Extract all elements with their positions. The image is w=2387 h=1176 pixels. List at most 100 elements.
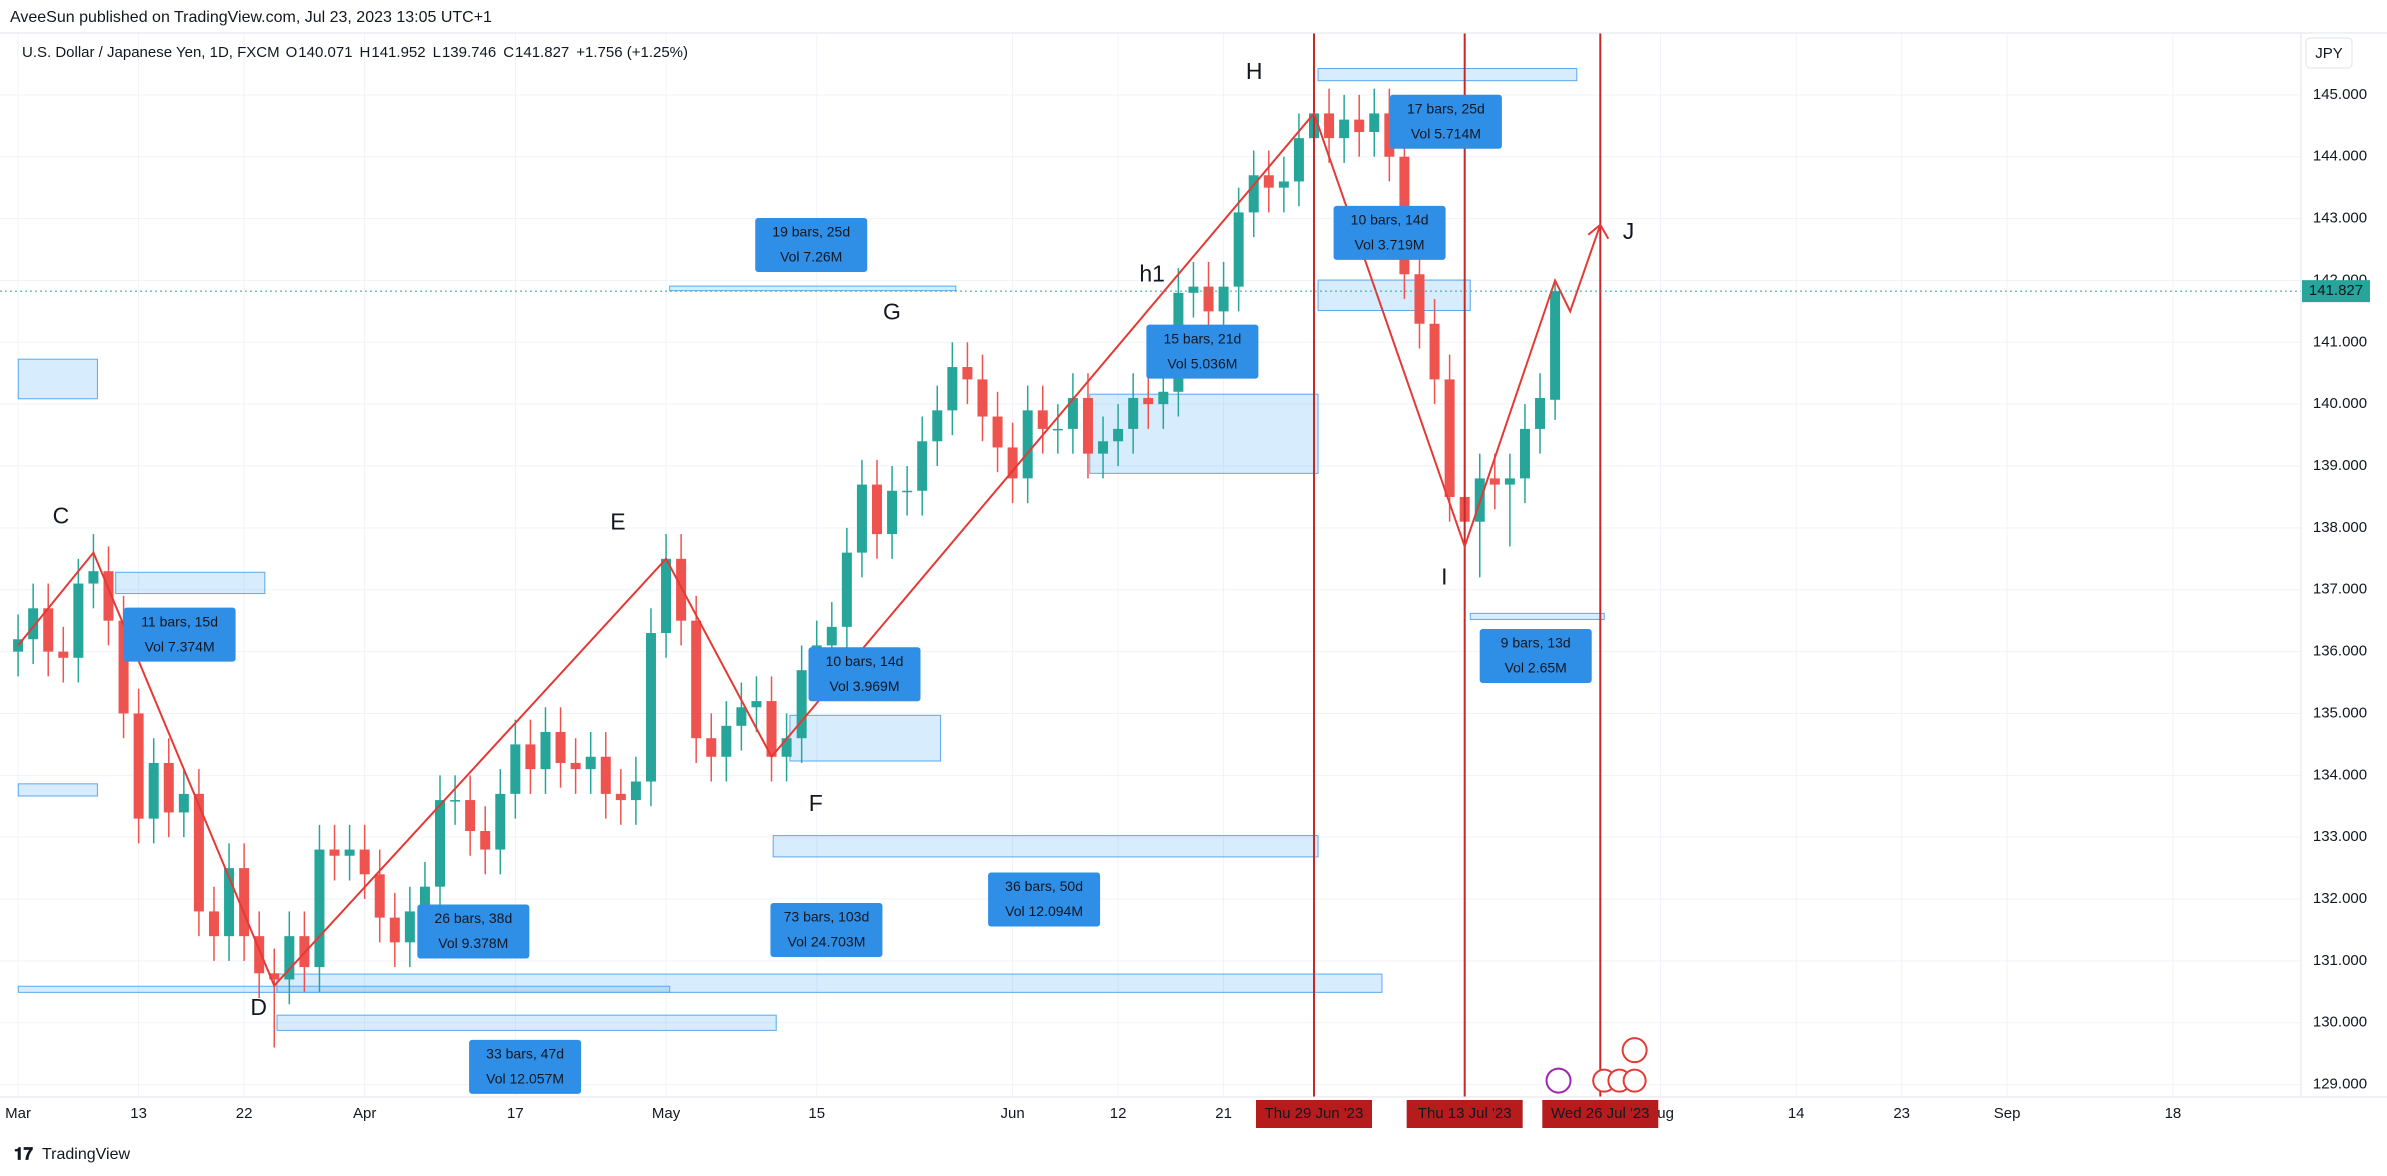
x-tick-label: May (652, 1105, 681, 1122)
candle-body (359, 849, 370, 875)
legend-item: 140.071 (298, 44, 352, 61)
measure-bars: 10 bars, 14d (1351, 212, 1429, 228)
measure-box (417, 904, 530, 959)
wave-label: F (809, 790, 823, 816)
candle-body (1128, 397, 1139, 429)
range-box (789, 714, 942, 762)
candle-body (1203, 286, 1214, 312)
date-marker-label: Thu 13 Jul '23 (1418, 1105, 1512, 1122)
legend-item: H (360, 44, 371, 61)
candle-body (1293, 138, 1304, 182)
candle-body (269, 973, 280, 980)
footer-brand: TradingView (42, 1146, 130, 1163)
candle-body (465, 800, 476, 831)
candle-body (510, 744, 521, 794)
candle-body (163, 762, 174, 813)
published-line: AveeSun published on TradingView.com, Ju… (10, 9, 492, 26)
legend-item: 139.746 (442, 44, 496, 61)
candle-body (736, 707, 747, 726)
x-tick-label: 21 (1215, 1105, 1232, 1122)
candle-body (1098, 441, 1109, 454)
measure-volume: Vol 5.036M (1167, 355, 1237, 371)
grid: 129.000 130.000 131.000 132.000 133.000 134.0… (0, 33, 2367, 1122)
candle-body (239, 868, 250, 937)
candle-body (1143, 397, 1154, 405)
candle-body (1052, 428, 1063, 431)
x-tick-label: Apr (353, 1105, 376, 1122)
candle-body (374, 874, 385, 918)
drawings (17, 67, 1605, 1031)
candle-body (766, 701, 777, 757)
y-tick-label: 145.000 (2313, 86, 2367, 103)
candle-body (314, 849, 325, 968)
candle-body (676, 558, 687, 621)
candle-body (1113, 428, 1124, 442)
candle-body (826, 626, 837, 646)
candle-body (224, 868, 235, 937)
measure-box (770, 902, 883, 957)
legend-item: 141.827 (515, 44, 569, 61)
candle-body (389, 917, 400, 943)
measure-volume: Vol 12.057M (486, 1071, 564, 1087)
candle-body (1535, 397, 1546, 429)
range-box (276, 1014, 777, 1031)
measure-bars: 10 bars, 14d (826, 653, 904, 669)
candle-body (1248, 175, 1259, 213)
candle-body (661, 558, 672, 634)
range-box (1469, 612, 1605, 620)
measure-volume: Vol 24.703M (788, 934, 866, 950)
range-box (17, 985, 671, 993)
candle-body (1429, 323, 1440, 380)
range-box (669, 285, 957, 292)
candle-body (284, 936, 295, 980)
candle-body (148, 762, 159, 819)
y-tick-label: 130.000 (2313, 1014, 2367, 1031)
measure-box (988, 872, 1101, 927)
candle-body (178, 793, 189, 813)
measure-bars: 15 bars, 21d (1163, 330, 1241, 346)
candle-body (645, 633, 656, 782)
measure-bars: 19 bars, 25d (772, 224, 850, 240)
range-box (1317, 67, 1578, 82)
candle-body (1067, 397, 1078, 429)
wave-label: C (53, 503, 70, 529)
candle-body (450, 800, 461, 802)
currency-button[interactable] (2305, 37, 2353, 69)
candle-body (977, 379, 988, 417)
candle-body (58, 651, 69, 658)
candle-body (43, 608, 54, 652)
last-price-tag (2302, 280, 2370, 303)
candle-body (917, 441, 928, 491)
candle-body (1339, 119, 1350, 139)
date-marker-label: Wed 26 Jul '23 (1551, 1105, 1649, 1122)
measure-box (808, 647, 921, 702)
candle-body (781, 738, 792, 757)
candle-body (1384, 113, 1395, 157)
candle-body (555, 732, 566, 763)
measure-volume: Vol 7.374M (145, 638, 215, 654)
candle-body (118, 620, 129, 714)
measure-box (1333, 205, 1446, 260)
candle-body (796, 670, 807, 739)
currency-label[interactable]: JPY (2315, 45, 2343, 62)
range-box (17, 783, 98, 797)
x-tick-label: Sep (1994, 1105, 2021, 1122)
candle-body (1369, 113, 1380, 132)
candle-body (932, 410, 943, 442)
candle-body (73, 583, 84, 658)
y-tick-label: 131.000 (2313, 952, 2367, 969)
candle-body (495, 793, 506, 850)
last-price-label: 141.827 (2309, 282, 2363, 299)
measure-volume: Vol 2.65M (1505, 660, 1567, 676)
candle-body (1550, 291, 1561, 400)
candle-body (600, 756, 611, 794)
candle-body (1504, 478, 1515, 485)
x-tick-label: 13 (130, 1105, 147, 1122)
x-tick-label: 18 (2165, 1105, 2182, 1122)
y-tick-label: 133.000 (2313, 828, 2367, 845)
measure-volume: Vol 3.719M (1355, 237, 1425, 253)
measure-box (1146, 324, 1259, 379)
measure-volume: Vol 7.26M (780, 249, 842, 265)
legend-item: U.S. Dollar / Japanese Yen, 1D, FXCM (22, 44, 280, 61)
